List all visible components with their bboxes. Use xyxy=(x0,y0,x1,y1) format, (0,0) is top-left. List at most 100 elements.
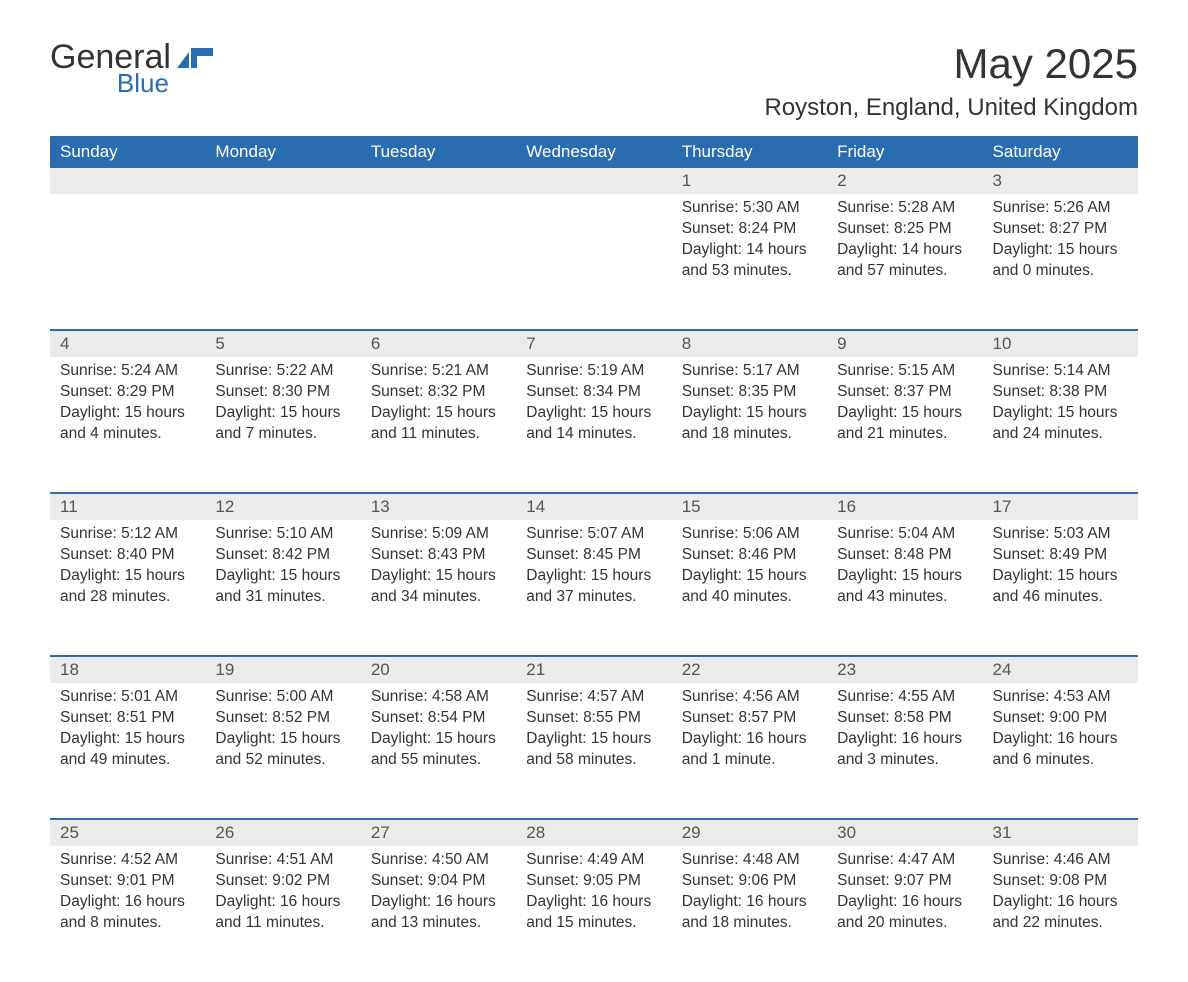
day-detail-cell: Sunrise: 5:17 AMSunset: 8:35 PMDaylight:… xyxy=(672,357,827,493)
location-subtitle: Royston, England, United Kingdom xyxy=(764,94,1138,122)
daylight-line: Daylight: 15 hours and 0 minutes. xyxy=(993,240,1128,282)
day-detail-cell: Sunrise: 5:03 AMSunset: 8:49 PMDaylight:… xyxy=(983,520,1138,656)
sunset-line: Sunset: 8:35 PM xyxy=(682,382,817,403)
sunrise-line: Sunrise: 5:06 AM xyxy=(682,524,817,545)
day-number-cell: 23 xyxy=(827,656,982,683)
daylight-line: Daylight: 16 hours and 13 minutes. xyxy=(371,892,506,934)
daylight-line: Daylight: 16 hours and 6 minutes. xyxy=(993,729,1128,771)
sunset-line: Sunset: 8:37 PM xyxy=(837,382,972,403)
sunrise-line: Sunrise: 5:00 AM xyxy=(215,687,350,708)
day-detail-cell: Sunrise: 5:04 AMSunset: 8:48 PMDaylight:… xyxy=(827,520,982,656)
day-number-cell: 8 xyxy=(672,330,827,357)
day-detail-cell xyxy=(516,194,671,330)
daylight-line: Daylight: 16 hours and 18 minutes. xyxy=(682,892,817,934)
sunset-line: Sunset: 8:24 PM xyxy=(682,219,817,240)
sunset-line: Sunset: 8:40 PM xyxy=(60,545,195,566)
day-detail-cell: Sunrise: 5:24 AMSunset: 8:29 PMDaylight:… xyxy=(50,357,205,493)
sunset-line: Sunset: 8:58 PM xyxy=(837,708,972,729)
day-number-cell: 10 xyxy=(983,330,1138,357)
daylight-line: Daylight: 15 hours and 28 minutes. xyxy=(60,566,195,608)
daylight-line: Daylight: 15 hours and 24 minutes. xyxy=(993,403,1128,445)
daylight-line: Daylight: 15 hours and 40 minutes. xyxy=(682,566,817,608)
day-detail-cell: Sunrise: 4:55 AMSunset: 8:58 PMDaylight:… xyxy=(827,683,982,819)
daylight-line: Daylight: 15 hours and 52 minutes. xyxy=(215,729,350,771)
sunset-line: Sunset: 8:34 PM xyxy=(526,382,661,403)
sunset-line: Sunset: 8:55 PM xyxy=(526,708,661,729)
day-detail-cell: Sunrise: 5:26 AMSunset: 8:27 PMDaylight:… xyxy=(983,194,1138,330)
daylight-line: Daylight: 15 hours and 7 minutes. xyxy=(215,403,350,445)
sunrise-line: Sunrise: 4:53 AM xyxy=(993,687,1128,708)
sunrise-line: Sunrise: 4:56 AM xyxy=(682,687,817,708)
sunset-line: Sunset: 8:38 PM xyxy=(993,382,1128,403)
sunset-line: Sunset: 8:25 PM xyxy=(837,219,972,240)
day-number-cell: 21 xyxy=(516,656,671,683)
daylight-line: Daylight: 15 hours and 37 minutes. xyxy=(526,566,661,608)
title-block: May 2025 Royston, England, United Kingdo… xyxy=(764,40,1138,122)
day-detail-row: Sunrise: 4:52 AMSunset: 9:01 PMDaylight:… xyxy=(50,846,1138,982)
daylight-line: Daylight: 16 hours and 1 minute. xyxy=(682,729,817,771)
day-detail-cell: Sunrise: 4:53 AMSunset: 9:00 PMDaylight:… xyxy=(983,683,1138,819)
daylight-line: Daylight: 16 hours and 8 minutes. xyxy=(60,892,195,934)
day-number-cell: 26 xyxy=(205,819,360,846)
day-detail-cell: Sunrise: 5:15 AMSunset: 8:37 PMDaylight:… xyxy=(827,357,982,493)
sunrise-line: Sunrise: 5:17 AM xyxy=(682,361,817,382)
daylight-line: Daylight: 15 hours and 55 minutes. xyxy=(371,729,506,771)
day-detail-cell: Sunrise: 5:12 AMSunset: 8:40 PMDaylight:… xyxy=(50,520,205,656)
sunrise-line: Sunrise: 5:04 AM xyxy=(837,524,972,545)
sunset-line: Sunset: 9:05 PM xyxy=(526,871,661,892)
sunrise-line: Sunrise: 5:30 AM xyxy=(682,198,817,219)
daylight-line: Daylight: 15 hours and 43 minutes. xyxy=(837,566,972,608)
sunrise-line: Sunrise: 4:49 AM xyxy=(526,850,661,871)
daylight-line: Daylight: 14 hours and 57 minutes. xyxy=(837,240,972,282)
day-detail-cell: Sunrise: 5:10 AMSunset: 8:42 PMDaylight:… xyxy=(205,520,360,656)
day-detail-cell: Sunrise: 4:51 AMSunset: 9:02 PMDaylight:… xyxy=(205,846,360,982)
day-detail-row: Sunrise: 5:12 AMSunset: 8:40 PMDaylight:… xyxy=(50,520,1138,656)
logo: General Blue xyxy=(50,40,215,96)
day-detail-cell: Sunrise: 4:52 AMSunset: 9:01 PMDaylight:… xyxy=(50,846,205,982)
daylight-line: Daylight: 16 hours and 20 minutes. xyxy=(837,892,972,934)
calendar-header-row: SundayMondayTuesdayWednesdayThursdayFrid… xyxy=(50,136,1138,168)
day-header: Tuesday xyxy=(361,136,516,168)
daylight-line: Daylight: 15 hours and 21 minutes. xyxy=(837,403,972,445)
daylight-line: Daylight: 15 hours and 34 minutes. xyxy=(371,566,506,608)
sunrise-line: Sunrise: 5:15 AM xyxy=(837,361,972,382)
day-number-cell: 12 xyxy=(205,493,360,520)
sunset-line: Sunset: 8:48 PM xyxy=(837,545,972,566)
day-number-cell: 9 xyxy=(827,330,982,357)
day-number-cell: 6 xyxy=(361,330,516,357)
day-number-cell: 22 xyxy=(672,656,827,683)
sunrise-line: Sunrise: 4:58 AM xyxy=(371,687,506,708)
day-number-cell: 25 xyxy=(50,819,205,846)
day-header: Wednesday xyxy=(516,136,671,168)
day-number-row: 45678910 xyxy=(50,330,1138,357)
daylight-line: Daylight: 15 hours and 11 minutes. xyxy=(371,403,506,445)
day-number-cell xyxy=(516,168,671,194)
sunrise-line: Sunrise: 5:21 AM xyxy=(371,361,506,382)
day-number-row: 18192021222324 xyxy=(50,656,1138,683)
sunrise-line: Sunrise: 4:46 AM xyxy=(993,850,1128,871)
sunset-line: Sunset: 8:51 PM xyxy=(60,708,195,729)
day-detail-row: Sunrise: 5:24 AMSunset: 8:29 PMDaylight:… xyxy=(50,357,1138,493)
daylight-line: Daylight: 15 hours and 58 minutes. xyxy=(526,729,661,771)
day-number-cell: 20 xyxy=(361,656,516,683)
sunrise-line: Sunrise: 4:50 AM xyxy=(371,850,506,871)
day-number-cell: 29 xyxy=(672,819,827,846)
day-detail-cell: Sunrise: 5:19 AMSunset: 8:34 PMDaylight:… xyxy=(516,357,671,493)
sunset-line: Sunset: 8:49 PM xyxy=(993,545,1128,566)
sunrise-line: Sunrise: 4:57 AM xyxy=(526,687,661,708)
day-header: Friday xyxy=(827,136,982,168)
month-title: May 2025 xyxy=(764,40,1138,88)
day-number-cell: 3 xyxy=(983,168,1138,194)
day-detail-row: Sunrise: 5:30 AMSunset: 8:24 PMDaylight:… xyxy=(50,194,1138,330)
sunrise-line: Sunrise: 4:55 AM xyxy=(837,687,972,708)
day-number-cell: 5 xyxy=(205,330,360,357)
sunrise-line: Sunrise: 5:07 AM xyxy=(526,524,661,545)
day-number-row: 123 xyxy=(50,168,1138,194)
day-number-cell: 27 xyxy=(361,819,516,846)
daylight-line: Daylight: 14 hours and 53 minutes. xyxy=(682,240,817,282)
day-detail-cell: Sunrise: 5:00 AMSunset: 8:52 PMDaylight:… xyxy=(205,683,360,819)
daylight-line: Daylight: 15 hours and 46 minutes. xyxy=(993,566,1128,608)
sunset-line: Sunset: 9:00 PM xyxy=(993,708,1128,729)
sunrise-line: Sunrise: 5:09 AM xyxy=(371,524,506,545)
day-number-cell: 14 xyxy=(516,493,671,520)
